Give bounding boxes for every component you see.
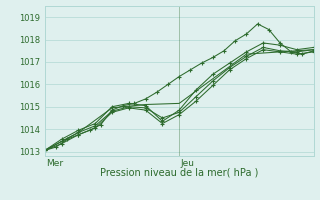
Text: Mer: Mer — [46, 159, 64, 168]
X-axis label: Pression niveau de la mer( hPa ): Pression niveau de la mer( hPa ) — [100, 167, 258, 177]
Text: Jeu: Jeu — [181, 159, 195, 168]
